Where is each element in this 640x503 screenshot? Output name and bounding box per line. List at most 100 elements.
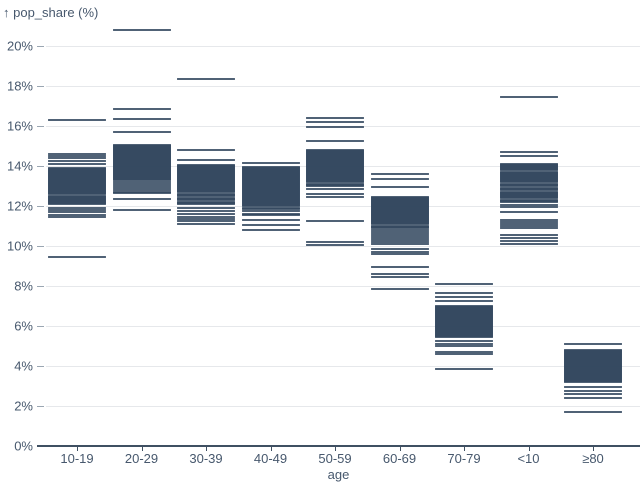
tick-mark (241, 213, 300, 215)
tick-mark (499, 185, 558, 187)
tick-mark (177, 194, 235, 196)
tick-mark (370, 208, 429, 210)
tick-mark (499, 174, 558, 176)
tick-mark (241, 185, 300, 187)
tick-mark (177, 185, 235, 187)
tick-mark (48, 197, 106, 199)
tick-mark (370, 196, 429, 198)
tick-mark (564, 365, 622, 367)
tick-mark (306, 126, 364, 128)
tick-mark (241, 193, 300, 195)
tick-mark (241, 194, 300, 196)
tick-mark (112, 181, 171, 183)
tick-mark (306, 188, 364, 190)
tick-mark (306, 166, 364, 168)
tick-mark (48, 160, 106, 162)
y-tick-label: 4% (14, 358, 33, 374)
tick-mark (112, 170, 171, 172)
tick-mark (112, 172, 171, 174)
tick-mark (177, 210, 235, 212)
tick-mark (48, 167, 106, 169)
tick-mark (435, 325, 493, 327)
tick-mark (177, 195, 235, 197)
tick-mark (564, 356, 622, 358)
tick-mark (48, 216, 106, 218)
tick-mark (370, 227, 429, 229)
tick-mark (48, 186, 106, 188)
tick-mark (241, 197, 300, 199)
tick-mark (112, 150, 171, 152)
tick-mark (241, 201, 300, 203)
tick-mark (177, 207, 235, 209)
x-tick-mark (528, 446, 530, 451)
tick-mark (177, 182, 235, 184)
tick-mark (48, 177, 106, 179)
tick-mark (499, 234, 558, 236)
tick-mark (370, 221, 429, 223)
tick-mark (241, 173, 300, 175)
tick-mark (241, 203, 300, 205)
tick-mark (177, 175, 235, 177)
tick-mark (564, 373, 622, 375)
tick-mark (112, 191, 171, 193)
tick-mark (499, 197, 558, 199)
tick-mark (112, 174, 171, 176)
tick-mark (564, 377, 622, 379)
tick-mark (177, 78, 235, 80)
tick-mark (370, 197, 429, 199)
x-tick-label: 50-59 (318, 451, 352, 466)
tick-mark (112, 179, 171, 181)
tick-mark (499, 200, 558, 202)
gridline-y (46, 246, 640, 247)
tick-mark (48, 172, 106, 174)
tick-mark (112, 149, 171, 151)
tick-mark (370, 288, 429, 290)
tick-mark (177, 149, 235, 151)
tick-mark (370, 178, 429, 180)
tick-mark (112, 131, 171, 133)
tick-mark (435, 335, 493, 337)
tick-mark (177, 183, 235, 185)
tick-mark (112, 162, 171, 164)
tick-mark (564, 363, 622, 365)
tick-mark (306, 155, 364, 157)
tick-mark (435, 314, 493, 316)
tick-mark (177, 187, 235, 189)
tick-mark (177, 159, 235, 161)
tick-mark (241, 167, 300, 169)
tick-mark (306, 140, 364, 142)
tick-mark (435, 320, 493, 322)
tick-mark (48, 187, 106, 189)
y-tick-mark (37, 46, 44, 47)
y-tick-label: 10% (6, 238, 33, 254)
x-tick-label: 70-79 (447, 451, 481, 466)
tick-mark (370, 229, 429, 231)
tick-mark (48, 155, 106, 157)
tick-mark (241, 183, 300, 185)
tick-mark (306, 165, 364, 167)
tick-mark (48, 199, 106, 201)
tick-mark (112, 166, 171, 168)
tick-mark (241, 178, 300, 180)
tick-mark (306, 169, 364, 171)
tick-mark (370, 206, 429, 208)
tick-mark (241, 219, 300, 221)
tick-mark (241, 181, 300, 183)
tick-mark (306, 220, 364, 222)
tick-mark (370, 251, 429, 253)
tick-mark (48, 173, 106, 175)
tick-mark (370, 218, 429, 220)
tick-mark (370, 211, 429, 213)
tick-mark (499, 171, 558, 173)
tick-mark (112, 156, 171, 158)
tick-mark (241, 205, 300, 207)
tick-mark (499, 164, 558, 166)
tick-mark (564, 351, 622, 353)
tick-mark (112, 153, 171, 155)
tick-mark (370, 203, 429, 205)
tick-mark (435, 296, 493, 298)
tick-mark (241, 187, 300, 189)
tick-mark (435, 328, 493, 330)
tick-mark (177, 189, 235, 191)
tick-mark (564, 349, 622, 351)
